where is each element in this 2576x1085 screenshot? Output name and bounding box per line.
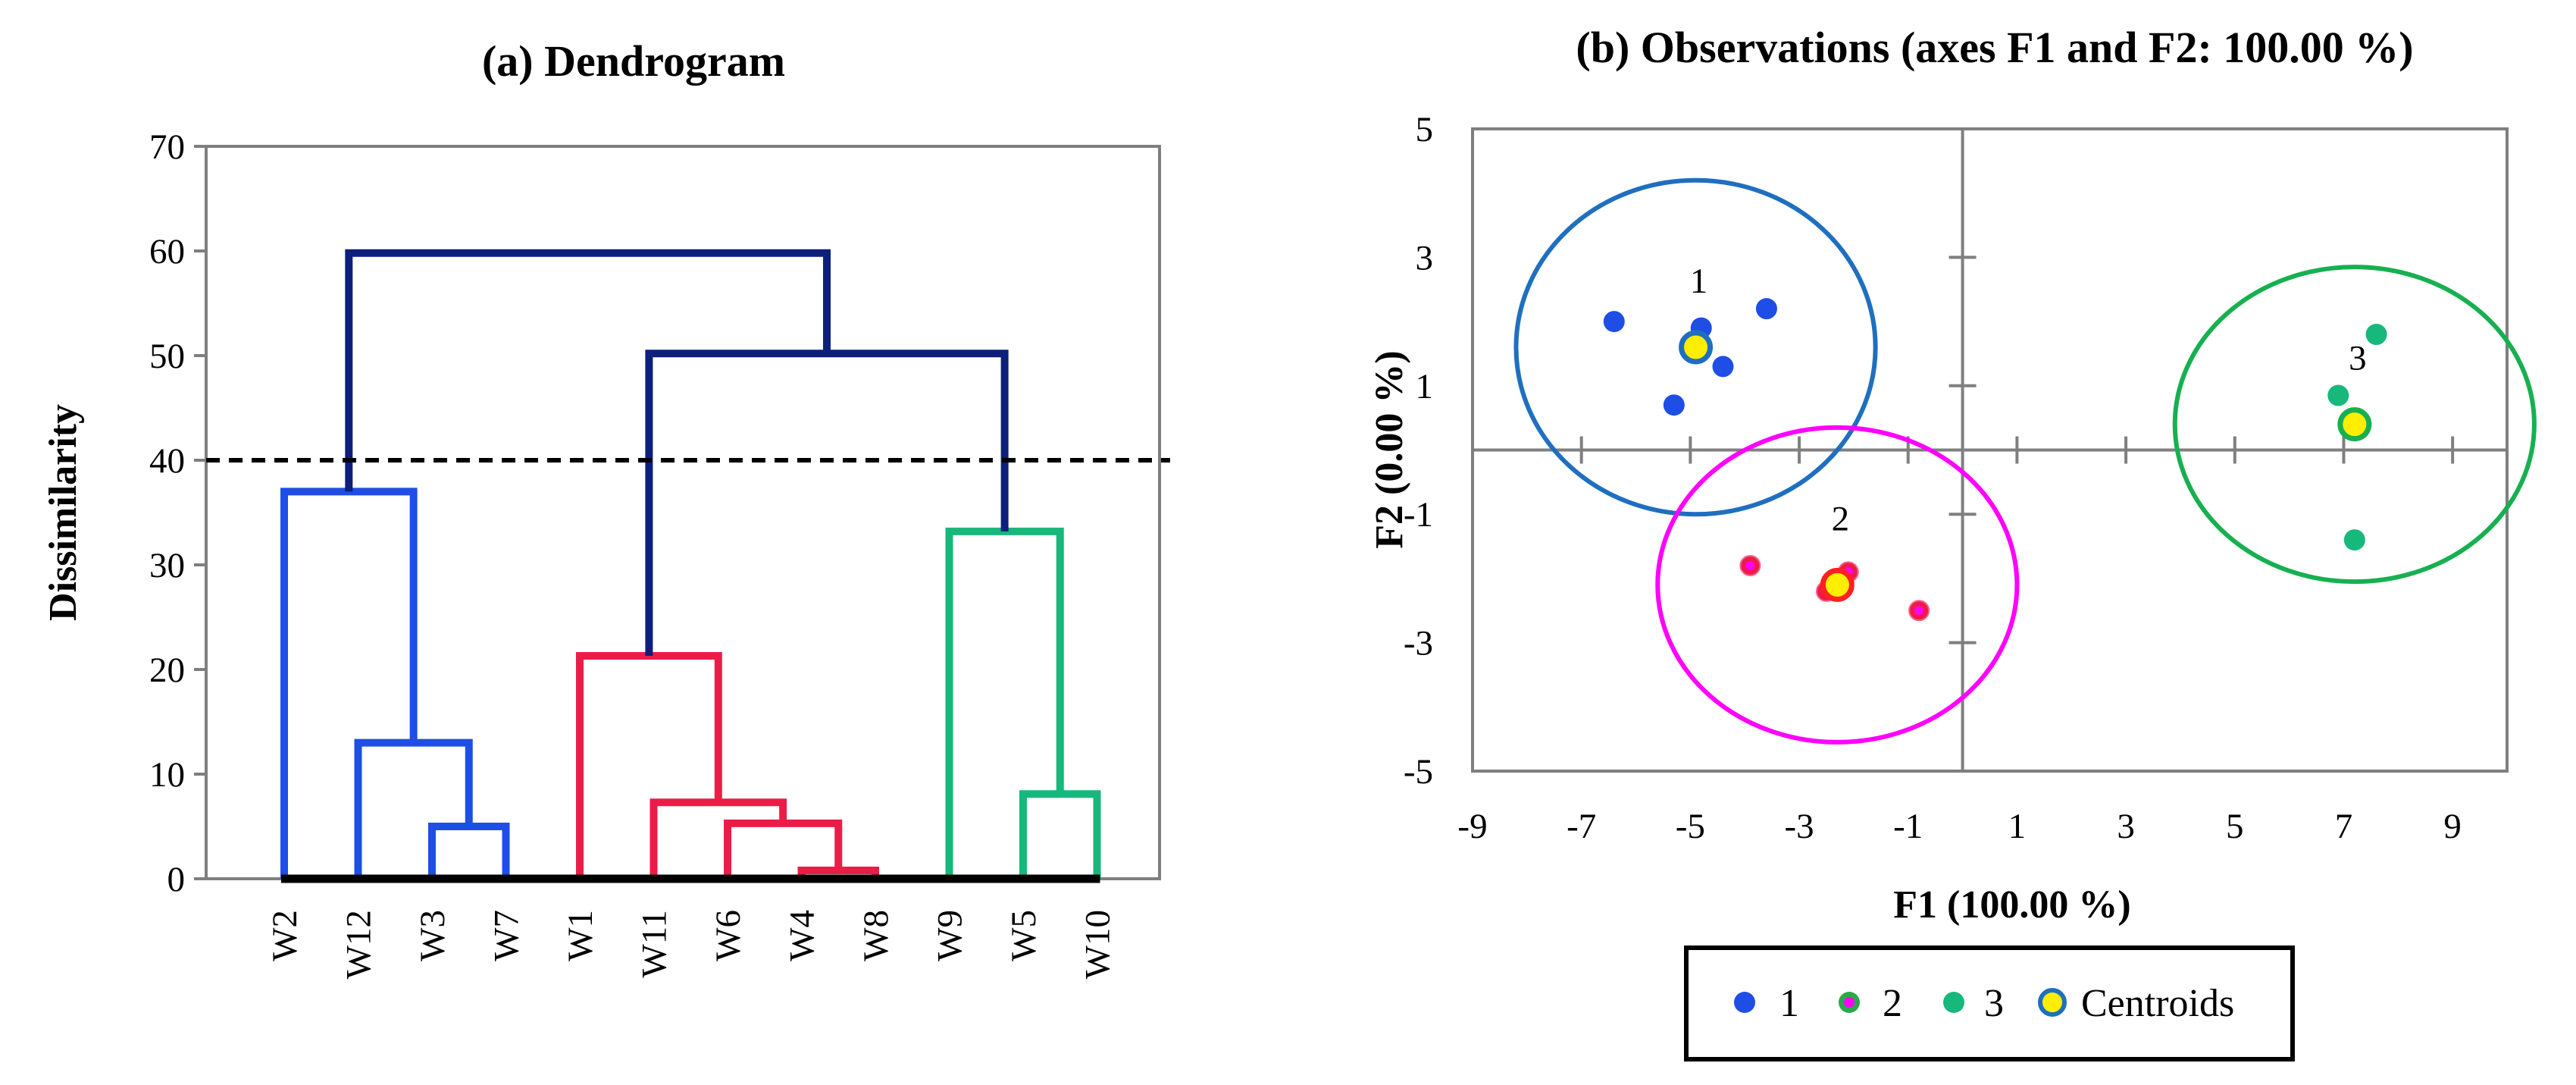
dendrogram-y-tick-label: 70: [149, 127, 185, 167]
dendrogram-leaf-label: W3: [413, 910, 452, 961]
legend-box: [1684, 945, 2295, 1061]
dendrogram-y-tick-label: 0: [167, 860, 186, 899]
dendrogram-leaf-label: W8: [856, 910, 896, 961]
dendrogram-branch: [428, 823, 510, 879]
dendrogram-leaf-label: W5: [1004, 910, 1044, 961]
dendrogram-y-tick-label: 20: [149, 651, 185, 690]
cluster-ellipses: [1513, 177, 2537, 745]
legend-marker: [1734, 992, 1755, 1013]
scatter-point: [2343, 529, 2365, 551]
dendrogram-leaf-label: W4: [783, 910, 822, 961]
dendrogram-leaf-label: W7: [487, 910, 527, 961]
scatter-x-tick-label: -1: [1893, 807, 1923, 846]
legend-label: Centroids: [2081, 982, 2234, 1025]
scatter-x-tick-label: -9: [1457, 807, 1487, 846]
scatter-x-ticks: -9 -7 -5 -3 -1 1 3 5 7 9: [1457, 436, 2462, 846]
scatter-y-tick-label: 3: [1416, 238, 1434, 278]
dendrogram-leaf-labels: W2 W12 W3 W7 W1 W11 W6 W4 W8 W9 W5 W10: [265, 910, 1118, 979]
legend-label: 1: [1779, 982, 1799, 1025]
scatter-zero-axes: [1473, 129, 2507, 771]
scatter-x-tick-label: 5: [2226, 807, 2244, 846]
centroid-marker: [1820, 567, 1855, 602]
legend-marker: [1943, 992, 1964, 1013]
dendrogram-branch: [280, 488, 418, 879]
scatter-point: [2327, 384, 2349, 406]
scatter-y-tick-label: -3: [1404, 624, 1433, 663]
centroids: 1 2 3: [1679, 262, 2372, 602]
scatter-point-core: [1914, 606, 1924, 616]
dendrogram-y-tick-label: 60: [149, 232, 185, 271]
dendrogram-branch: [576, 652, 722, 879]
legend-marker: [2038, 988, 2067, 1017]
dendrogram-y-tick-label: 30: [149, 546, 185, 585]
dendrogram-y-tick-label: 40: [149, 441, 185, 481]
dendrogram-y-ticks: 0 10 20 30 40 50 60 70: [149, 127, 206, 899]
cluster-label: 3: [2349, 339, 2367, 378]
scatter-y-tick-label: -1: [1404, 495, 1433, 535]
dendrogram-leaf-label: W12: [340, 910, 379, 979]
scatter-y-tick-label: 5: [1416, 110, 1434, 149]
legend-label: 3: [1984, 982, 2004, 1025]
scatter-point: [2365, 324, 2387, 346]
dendrogram-y-axis-title: Dissimilarity: [42, 404, 85, 621]
scatter-x-tick-label: -7: [1567, 807, 1596, 846]
scatter-point-core: [1745, 560, 1755, 570]
centroid-marker: [2337, 407, 2372, 442]
dendrogram-branch: [1019, 790, 1101, 879]
legend-marker-core: [1844, 997, 1855, 1008]
dendrogram-branch: [945, 527, 1064, 879]
dendrogram-title: (a) Dendrogram: [482, 36, 785, 86]
observations-chart: (b) Observations (axes F1 and F2: 100.00…: [1368, 23, 2537, 1061]
scatter-x-tick-label: 9: [2443, 807, 2462, 846]
scatter-x-tick-label: 7: [2335, 807, 2353, 846]
cluster-label: 2: [1832, 499, 1850, 538]
legend: 1 2 3 Centroids: [1684, 945, 2295, 1061]
dendrogram-leaf-label: W11: [635, 910, 675, 978]
scatter-y-axis-title: F2 (0.00 %): [1368, 350, 1411, 548]
scatter-point: [1755, 298, 1777, 320]
dendrogram-y-tick-label: 10: [149, 755, 185, 795]
dendrogram-y-tick-label: 50: [149, 337, 185, 376]
cluster-ellipse: [1655, 425, 2020, 745]
dendrogram-leaf-label: W2: [265, 910, 305, 961]
scatter-x-tick-label: -5: [1676, 807, 1705, 846]
dendrogram-branches: [280, 249, 1101, 879]
legend-label: 2: [1883, 982, 1902, 1025]
scatter-y-tick-label: -5: [1404, 752, 1433, 792]
dendrogram-chart: (a) Dendrogram 0 10 20 30 40 50 60 70 W2 W12 W3 W7…: [42, 36, 1170, 979]
dendrogram-branch: [649, 798, 787, 879]
cluster-label: 1: [1690, 262, 1708, 301]
scatter-y-tick-label: 1: [1416, 367, 1434, 406]
scatter-title: (b) Observations (axes F1 and F2: 100.00…: [1576, 23, 2413, 72]
scatter-x-tick-label: 3: [2117, 807, 2135, 846]
scatter-points: [1603, 298, 2387, 622]
dendrogram-leaf-label: W9: [931, 910, 970, 961]
dendrogram-branch: [345, 249, 831, 492]
centroid-marker: [1679, 330, 1714, 365]
dendrogram-leaf-label: W1: [561, 910, 600, 961]
scatter-point: [1603, 311, 1625, 333]
dendrogram-leaf-label: W10: [1078, 910, 1118, 979]
cluster-ellipse: [2172, 265, 2537, 585]
scatter-y-ticks: -5 -3 -1 1 3 5: [1404, 110, 1977, 792]
legend-items: 1 2 3 Centroids: [1734, 982, 2234, 1025]
scatter-x-tick-label: 1: [2008, 807, 2027, 846]
scatter-point: [1712, 356, 1734, 378]
dendrogram-leaf-label: W6: [709, 910, 748, 961]
cluster-ellipse: [1513, 177, 1878, 517]
scatter-x-tick-label: -3: [1784, 807, 1814, 846]
scatter-point: [1663, 394, 1685, 416]
scatter-x-axis-title: F1 (100.00 %): [1893, 883, 2130, 927]
dendrogram-branch: [354, 738, 473, 879]
